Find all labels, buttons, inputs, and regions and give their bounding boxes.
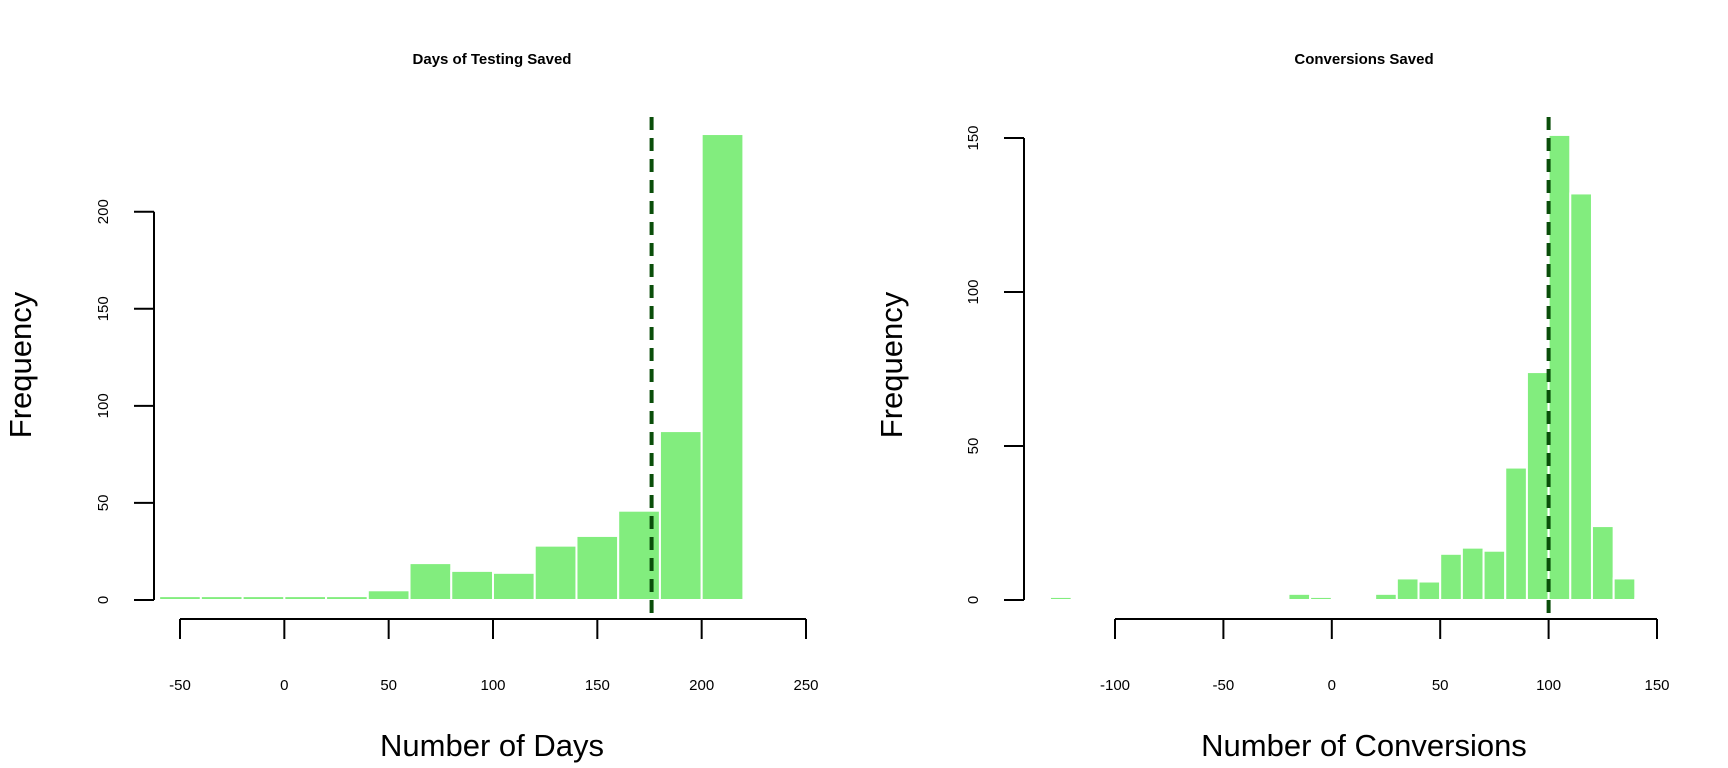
y-tick-label: 150 <box>965 125 982 150</box>
histogram-bar <box>700 133 745 601</box>
histogram-bar <box>366 589 411 601</box>
y-tick-label: 50 <box>965 438 982 455</box>
histogram-bar <box>1048 595 1073 601</box>
histogram-bar <box>658 430 703 602</box>
histogram-bar <box>1309 595 1333 601</box>
histogram-bar <box>1482 549 1507 601</box>
histogram-bar <box>1569 192 1593 601</box>
y-tick-label: 0 <box>95 596 112 604</box>
x-ticks-group: -50 0 50 100 150 200 250 <box>169 619 819 694</box>
histogram-bar <box>1525 371 1550 601</box>
y-axis-title: Frequency <box>874 291 909 438</box>
histogram-bar <box>1656 597 1680 602</box>
x-tick-label: 50 <box>380 677 397 694</box>
histogram-bar <box>1417 580 1442 602</box>
histogram-bar <box>1287 592 1312 602</box>
histogram-bar <box>241 595 286 602</box>
y-tick-label: 50 <box>95 495 112 512</box>
histogram-bar <box>575 534 620 601</box>
x-tick-label: 0 <box>1328 677 1336 694</box>
histogram-bar <box>283 595 328 602</box>
y-tick-label: 200 <box>95 199 112 224</box>
chart-days-testing-saved: Days of Testing Saved Number of Days Fre… <box>3 51 819 763</box>
histogram-bar <box>492 571 536 601</box>
x-ticks-group: -100 -50 0 50 100 150 <box>1100 619 1670 694</box>
histogram-bar <box>199 595 244 602</box>
histogram-bar <box>450 569 494 602</box>
histogram-bar <box>1590 525 1615 602</box>
chart-conversions-saved: Conversions Saved Number of Conversions … <box>874 51 1680 763</box>
x-tick-label: 100 <box>480 677 505 694</box>
x-axis-title: Number of Days <box>380 728 604 763</box>
y-ticks-group: 0 50 100 150 <box>965 125 1024 604</box>
histogram-bar <box>1374 592 1398 602</box>
y-axis-title: Frequency <box>3 291 38 438</box>
bars-group <box>1048 133 1680 602</box>
x-tick-label: 150 <box>1644 677 1669 694</box>
x-axis-title: Number of Conversions <box>1201 728 1527 763</box>
x-tick-label: 100 <box>1536 677 1561 694</box>
chart-title: Conversions Saved <box>1294 51 1433 68</box>
y-ticks-group: 0 50 100 150 200 <box>95 199 154 604</box>
histogram-bar <box>325 595 369 602</box>
histogram-bar <box>1439 552 1463 601</box>
histogram-bar <box>1395 577 1420 602</box>
x-tick-label: -50 <box>169 677 191 694</box>
histogram-bar <box>617 509 661 602</box>
x-tick-label: 200 <box>689 677 714 694</box>
axes-group <box>1023 138 1657 620</box>
y-tick-label: 150 <box>95 296 112 321</box>
histogram-bar <box>1504 466 1528 601</box>
histogram-bar <box>1612 577 1637 602</box>
x-tick-label: 250 <box>793 677 818 694</box>
chart-title: Days of Testing Saved <box>413 51 572 68</box>
y-tick-label: 100 <box>965 279 982 304</box>
histogram-bar <box>408 562 453 602</box>
y-tick-label: 100 <box>95 393 112 418</box>
histogram-bar <box>533 544 578 601</box>
x-tick-label: 50 <box>1432 677 1449 694</box>
x-tick-label: -100 <box>1100 677 1130 694</box>
histogram-bar <box>158 595 202 602</box>
y-tick-label: 0 <box>965 596 982 604</box>
bars-group <box>158 133 745 602</box>
x-tick-label: 150 <box>585 677 610 694</box>
x-tick-label: -50 <box>1213 677 1235 694</box>
histogram-bar <box>1547 133 1572 601</box>
x-tick-label: 0 <box>280 677 288 694</box>
histogram-bar <box>1634 597 1658 602</box>
histogram-bar <box>1460 546 1485 602</box>
